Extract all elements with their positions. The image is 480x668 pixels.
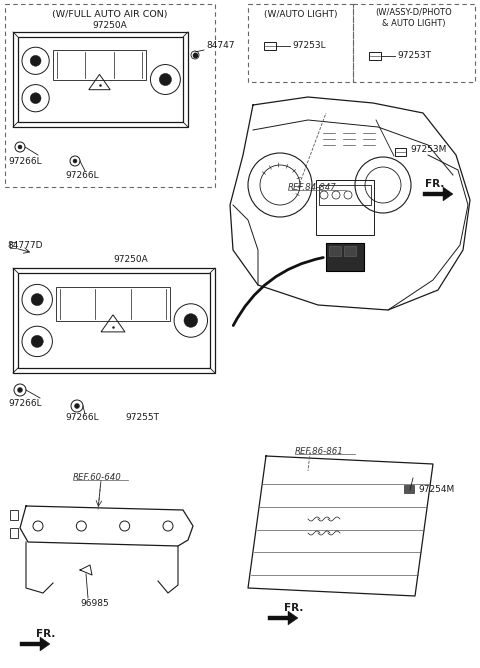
Text: 97266L: 97266L [8,399,42,409]
Text: 97250A: 97250A [114,255,148,265]
Bar [10,528,18,538]
Circle shape [18,145,22,149]
Text: 97254M: 97254M [418,486,454,494]
Text: 97250A: 97250A [93,21,127,31]
Bar [353,4,475,82]
Circle shape [73,159,77,163]
Text: (W/AUTO LIGHT): (W/AUTO LIGHT) [264,11,337,19]
Bar [316,180,374,235]
Bar [248,4,353,82]
Text: 96985: 96985 [80,599,109,607]
Bar [369,52,381,60]
Bar [5,4,215,187]
Circle shape [184,314,198,327]
Text: 97253L: 97253L [292,41,325,51]
Bar [404,485,414,493]
Text: 97253T: 97253T [397,51,431,61]
Bar [57,287,169,321]
Bar [13,32,188,127]
Text: FR.: FR. [425,179,444,189]
Text: 97266L: 97266L [65,172,98,180]
Circle shape [30,55,41,66]
Bar [326,243,364,271]
Bar [10,242,16,248]
Bar [264,42,276,50]
Circle shape [17,387,23,393]
Bar [18,273,210,368]
Text: REF.60-640: REF.60-640 [73,474,122,482]
Text: 84777D: 84777D [7,242,43,250]
Text: 97253M: 97253M [410,146,446,154]
Text: FR.: FR. [36,629,55,639]
Circle shape [74,403,80,409]
Bar [395,148,406,156]
Text: (W/FULL AUTO AIR CON): (W/FULL AUTO AIR CON) [52,9,168,19]
Text: REF.86-861: REF.86-861 [295,448,344,456]
Bar [319,185,371,205]
Text: 97266L: 97266L [65,413,98,422]
Circle shape [31,335,43,347]
Polygon shape [20,637,50,651]
FancyArrowPatch shape [233,258,323,325]
Text: REF.84-847: REF.84-847 [288,184,337,192]
Text: (W/ASSY-D/PHOTO
& AUTO LIGHT): (W/ASSY-D/PHOTO & AUTO LIGHT) [376,8,452,27]
Circle shape [30,93,41,104]
Text: 97255T: 97255T [125,413,159,422]
Polygon shape [423,187,453,201]
Bar [329,246,341,256]
Circle shape [31,293,43,306]
Bar [10,510,18,520]
Polygon shape [268,611,298,625]
Text: 84747: 84747 [206,41,235,51]
Bar [344,246,356,256]
Text: 97266L: 97266L [8,158,42,166]
Bar [13,268,215,373]
Text: FR.: FR. [284,603,303,613]
Circle shape [159,73,171,86]
Bar [53,49,146,79]
Bar [18,37,183,122]
